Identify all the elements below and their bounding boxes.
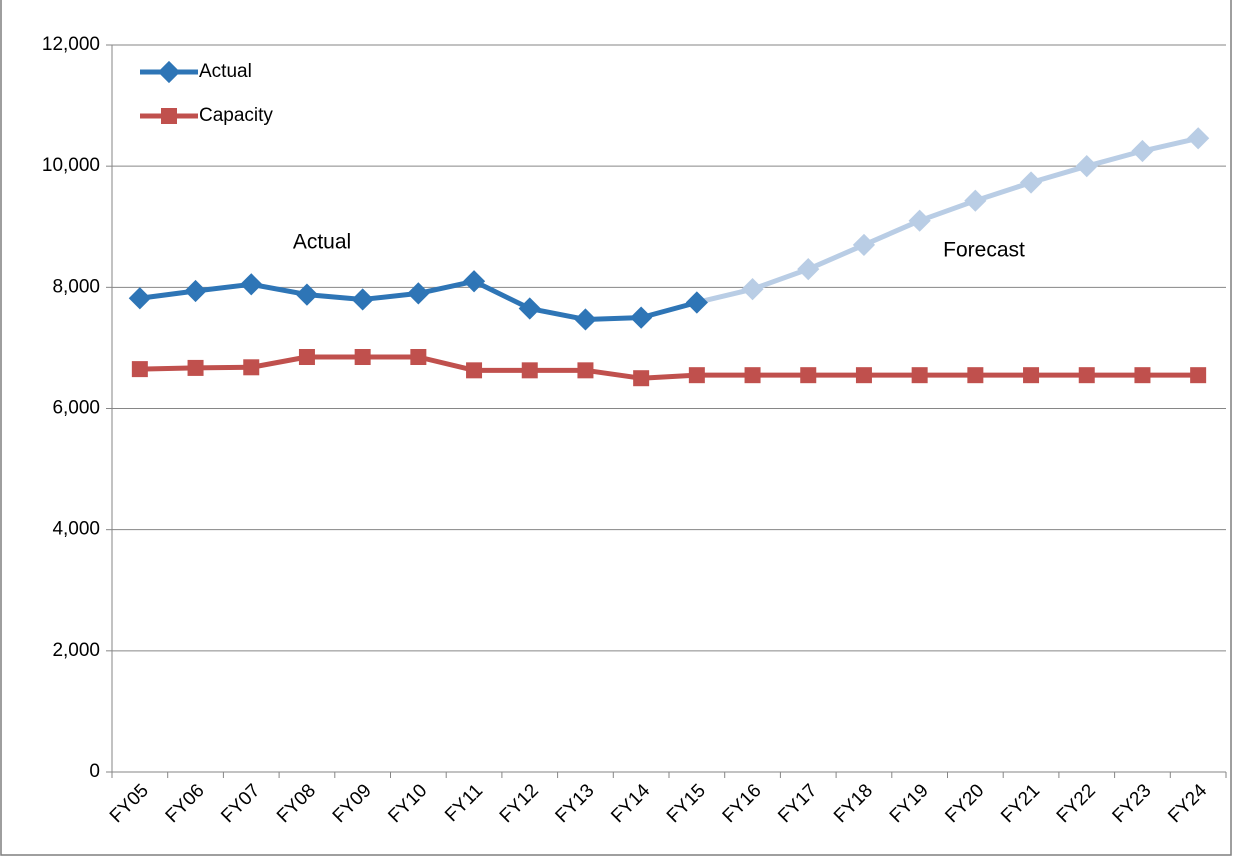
data-point [688, 367, 705, 384]
data-point [685, 291, 708, 314]
data-point [187, 359, 204, 376]
data-point [128, 287, 151, 310]
y-tick-label: 2,000 [52, 640, 100, 661]
y-tick-label: 0 [89, 761, 100, 782]
data-point [964, 189, 987, 212]
y-tick-label: 4,000 [52, 519, 100, 540]
legend-label: Actual [199, 61, 252, 82]
data-point [1190, 367, 1207, 384]
data-point [967, 367, 984, 384]
data-point [1023, 367, 1040, 384]
data-point [462, 270, 486, 293]
data-point [1131, 139, 1154, 163]
y-tick-label: 8,000 [52, 276, 100, 297]
data-point [1019, 171, 1043, 194]
data-point [1187, 127, 1210, 150]
y-tick-label: 6,000 [52, 398, 100, 419]
data-point [1075, 155, 1098, 178]
data-point [243, 359, 260, 376]
y-tick-label: 10,000 [42, 155, 100, 176]
data-point [800, 367, 817, 384]
annotation: Forecast [943, 239, 1025, 262]
annotation: Actual [293, 231, 351, 254]
data-point [351, 288, 374, 311]
legend-marker [161, 108, 177, 124]
data-point [630, 306, 653, 329]
data-point [298, 349, 315, 366]
data-point [410, 349, 427, 366]
data-point [521, 362, 538, 379]
data-point [131, 361, 148, 378]
data-point [911, 367, 928, 384]
data-point [797, 258, 820, 281]
y-tick-label: 12,000 [42, 34, 100, 55]
data-point [466, 362, 483, 379]
data-point [577, 362, 594, 379]
data-point [744, 367, 761, 384]
data-point [1134, 367, 1151, 384]
data-point [518, 297, 541, 320]
data-point [240, 273, 263, 296]
series-line [139, 354, 1199, 381]
data-point [741, 278, 764, 301]
series-line [696, 135, 1199, 305]
data-point [633, 370, 650, 387]
data-point [855, 367, 872, 384]
data-point [852, 233, 876, 257]
data-point [354, 349, 371, 366]
data-point [574, 308, 597, 331]
data-point [908, 209, 931, 232]
data-point [407, 282, 430, 305]
legend-label: Capacity [199, 105, 273, 126]
legend-marker [157, 60, 181, 84]
data-point [1078, 367, 1095, 384]
data-point [295, 283, 319, 306]
data-point [184, 279, 207, 303]
